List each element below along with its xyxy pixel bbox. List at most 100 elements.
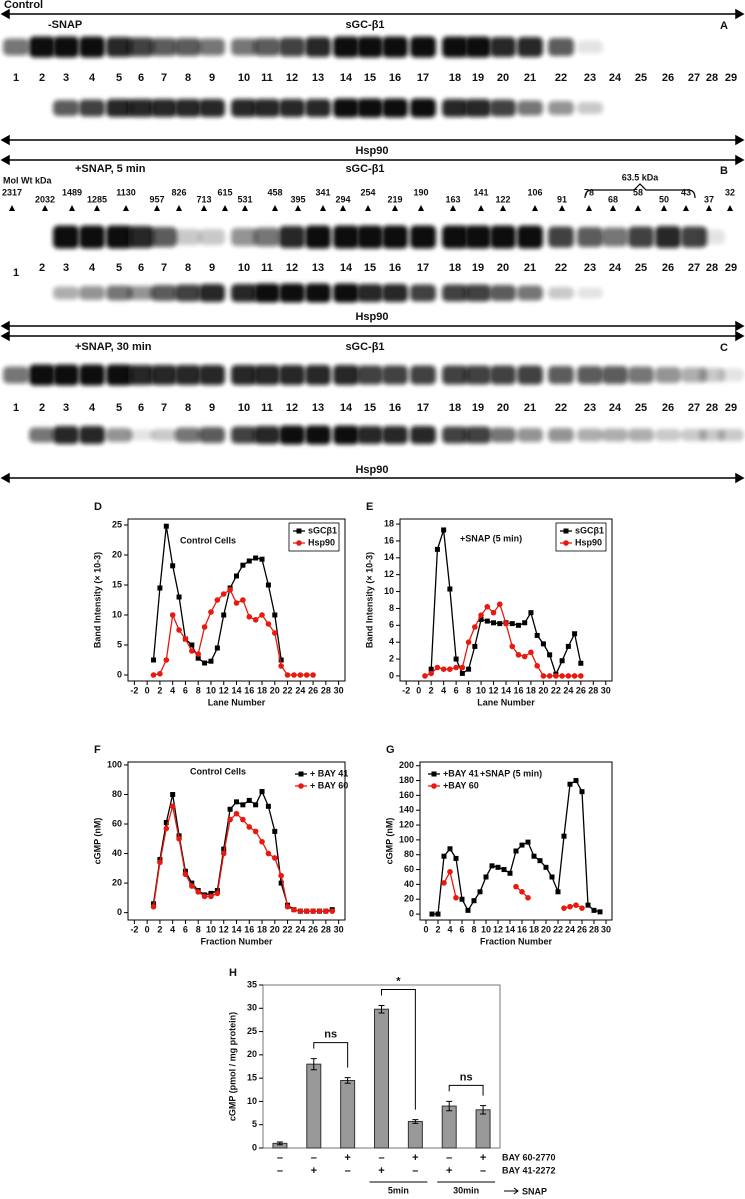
blot-band bbox=[577, 366, 603, 384]
legend-marker bbox=[563, 528, 569, 534]
blot-band bbox=[199, 99, 225, 117]
blot-band bbox=[175, 427, 201, 443]
mol-wt: 37 bbox=[704, 194, 714, 204]
marker bbox=[447, 868, 453, 875]
blot-band bbox=[128, 286, 154, 300]
blot-band bbox=[490, 365, 516, 385]
lane-number: 27 bbox=[688, 402, 700, 414]
y-axis-label: Band Intensity (× 10-3) bbox=[92, 552, 102, 648]
mol-wt: 1285 bbox=[87, 194, 107, 204]
x-tick-label: 2 bbox=[157, 924, 162, 934]
blot-band bbox=[548, 101, 574, 115]
legend-label: + BAY 60 bbox=[310, 780, 348, 790]
blot-band bbox=[382, 365, 408, 385]
blot-band bbox=[128, 365, 154, 385]
mol-wt: 826 bbox=[171, 187, 186, 197]
lane-number: 20 bbox=[497, 402, 509, 414]
y-tick-label: 60 bbox=[112, 818, 122, 828]
mol-wt: 141 bbox=[473, 187, 488, 197]
x-tick-label: 4 bbox=[447, 924, 452, 934]
marker bbox=[585, 902, 591, 908]
lane-number: 25 bbox=[635, 402, 647, 414]
y-tick-label: 5 bbox=[117, 639, 122, 649]
blot-band bbox=[517, 365, 543, 385]
marker bbox=[478, 612, 484, 618]
y-tick-label: 15 bbox=[112, 579, 122, 589]
y-tick-label: 35 bbox=[247, 979, 257, 989]
mol-wt-arrow bbox=[201, 205, 207, 211]
lane-number: 1 bbox=[13, 402, 19, 414]
lane-number: 28 bbox=[706, 262, 718, 274]
y-tick-label: 0 bbox=[117, 669, 122, 679]
marker bbox=[208, 658, 214, 664]
protein: sGC-β1 bbox=[345, 19, 384, 31]
panel-label: E bbox=[366, 501, 373, 513]
mol-wt: 78 bbox=[584, 187, 594, 197]
blot-band bbox=[79, 225, 105, 249]
marker bbox=[202, 660, 208, 666]
y-tick-label: 0 bbox=[389, 670, 394, 680]
x-tick-label: 16 bbox=[244, 685, 254, 695]
marker bbox=[573, 778, 579, 784]
lane-number: 2 bbox=[39, 402, 45, 414]
condition: -SNAP bbox=[48, 19, 82, 31]
marker bbox=[201, 624, 208, 630]
lane-number: 12 bbox=[286, 72, 298, 84]
marker bbox=[240, 562, 246, 568]
x-tick-label: 10 bbox=[206, 924, 216, 934]
lane-number: 14 bbox=[340, 72, 353, 84]
mol-wt-arrow bbox=[154, 205, 160, 211]
lane-number: 23 bbox=[584, 262, 596, 274]
legend-marker bbox=[563, 540, 569, 546]
blot-band bbox=[79, 426, 105, 444]
blot-band bbox=[279, 283, 305, 303]
blot-band bbox=[254, 426, 280, 444]
x-tick-label: 12 bbox=[219, 685, 229, 695]
marker bbox=[559, 658, 565, 664]
marker bbox=[150, 903, 157, 910]
marker bbox=[291, 906, 297, 913]
x-tick-label: 18 bbox=[526, 685, 536, 695]
lane-number: 28 bbox=[706, 402, 718, 414]
marker bbox=[578, 660, 584, 666]
legend-label: Hsp90 bbox=[308, 537, 335, 547]
marker bbox=[515, 652, 522, 658]
blot-band bbox=[128, 99, 154, 117]
x-tick-label: 12 bbox=[489, 685, 499, 695]
x-tick-label: 28 bbox=[321, 924, 331, 934]
blot-band bbox=[465, 365, 491, 385]
marker bbox=[240, 816, 246, 823]
blot-band bbox=[490, 225, 516, 249]
marker bbox=[201, 893, 208, 900]
panel-header: Control bbox=[4, 0, 43, 11]
marker bbox=[240, 597, 246, 603]
plot-frame bbox=[419, 761, 613, 921]
marker bbox=[453, 656, 459, 662]
y-tick-label: 5 bbox=[252, 1119, 257, 1129]
lane-number: 10 bbox=[238, 402, 250, 414]
mol-wt: 58 bbox=[633, 187, 643, 197]
blot-band bbox=[465, 284, 491, 302]
blot-band bbox=[199, 365, 225, 385]
x-tick-label: 10 bbox=[476, 685, 486, 695]
x-tick-label: -2 bbox=[130, 685, 138, 695]
lane-number: 14 bbox=[340, 402, 353, 414]
blot-band bbox=[357, 36, 383, 58]
y-tick-label: 20 bbox=[112, 877, 122, 887]
bar bbox=[306, 1063, 322, 1149]
x-tick-label: 4 bbox=[441, 685, 446, 695]
marker bbox=[291, 672, 297, 678]
x-tick-label: 16 bbox=[513, 685, 523, 695]
marker bbox=[234, 799, 239, 805]
marker bbox=[567, 903, 573, 910]
y-tick-label: 200 bbox=[399, 760, 414, 770]
blot-band bbox=[53, 36, 79, 58]
lane-number: 29 bbox=[725, 72, 737, 84]
legend-marker bbox=[298, 771, 304, 777]
y-axis-label: cGMP (nM) bbox=[384, 818, 394, 865]
mol-wt: 531 bbox=[237, 194, 252, 204]
lane-number: 4 bbox=[89, 402, 96, 414]
marker bbox=[284, 903, 291, 910]
lane-number: 5 bbox=[116, 402, 122, 414]
x-tick-label: 4 bbox=[170, 685, 175, 695]
